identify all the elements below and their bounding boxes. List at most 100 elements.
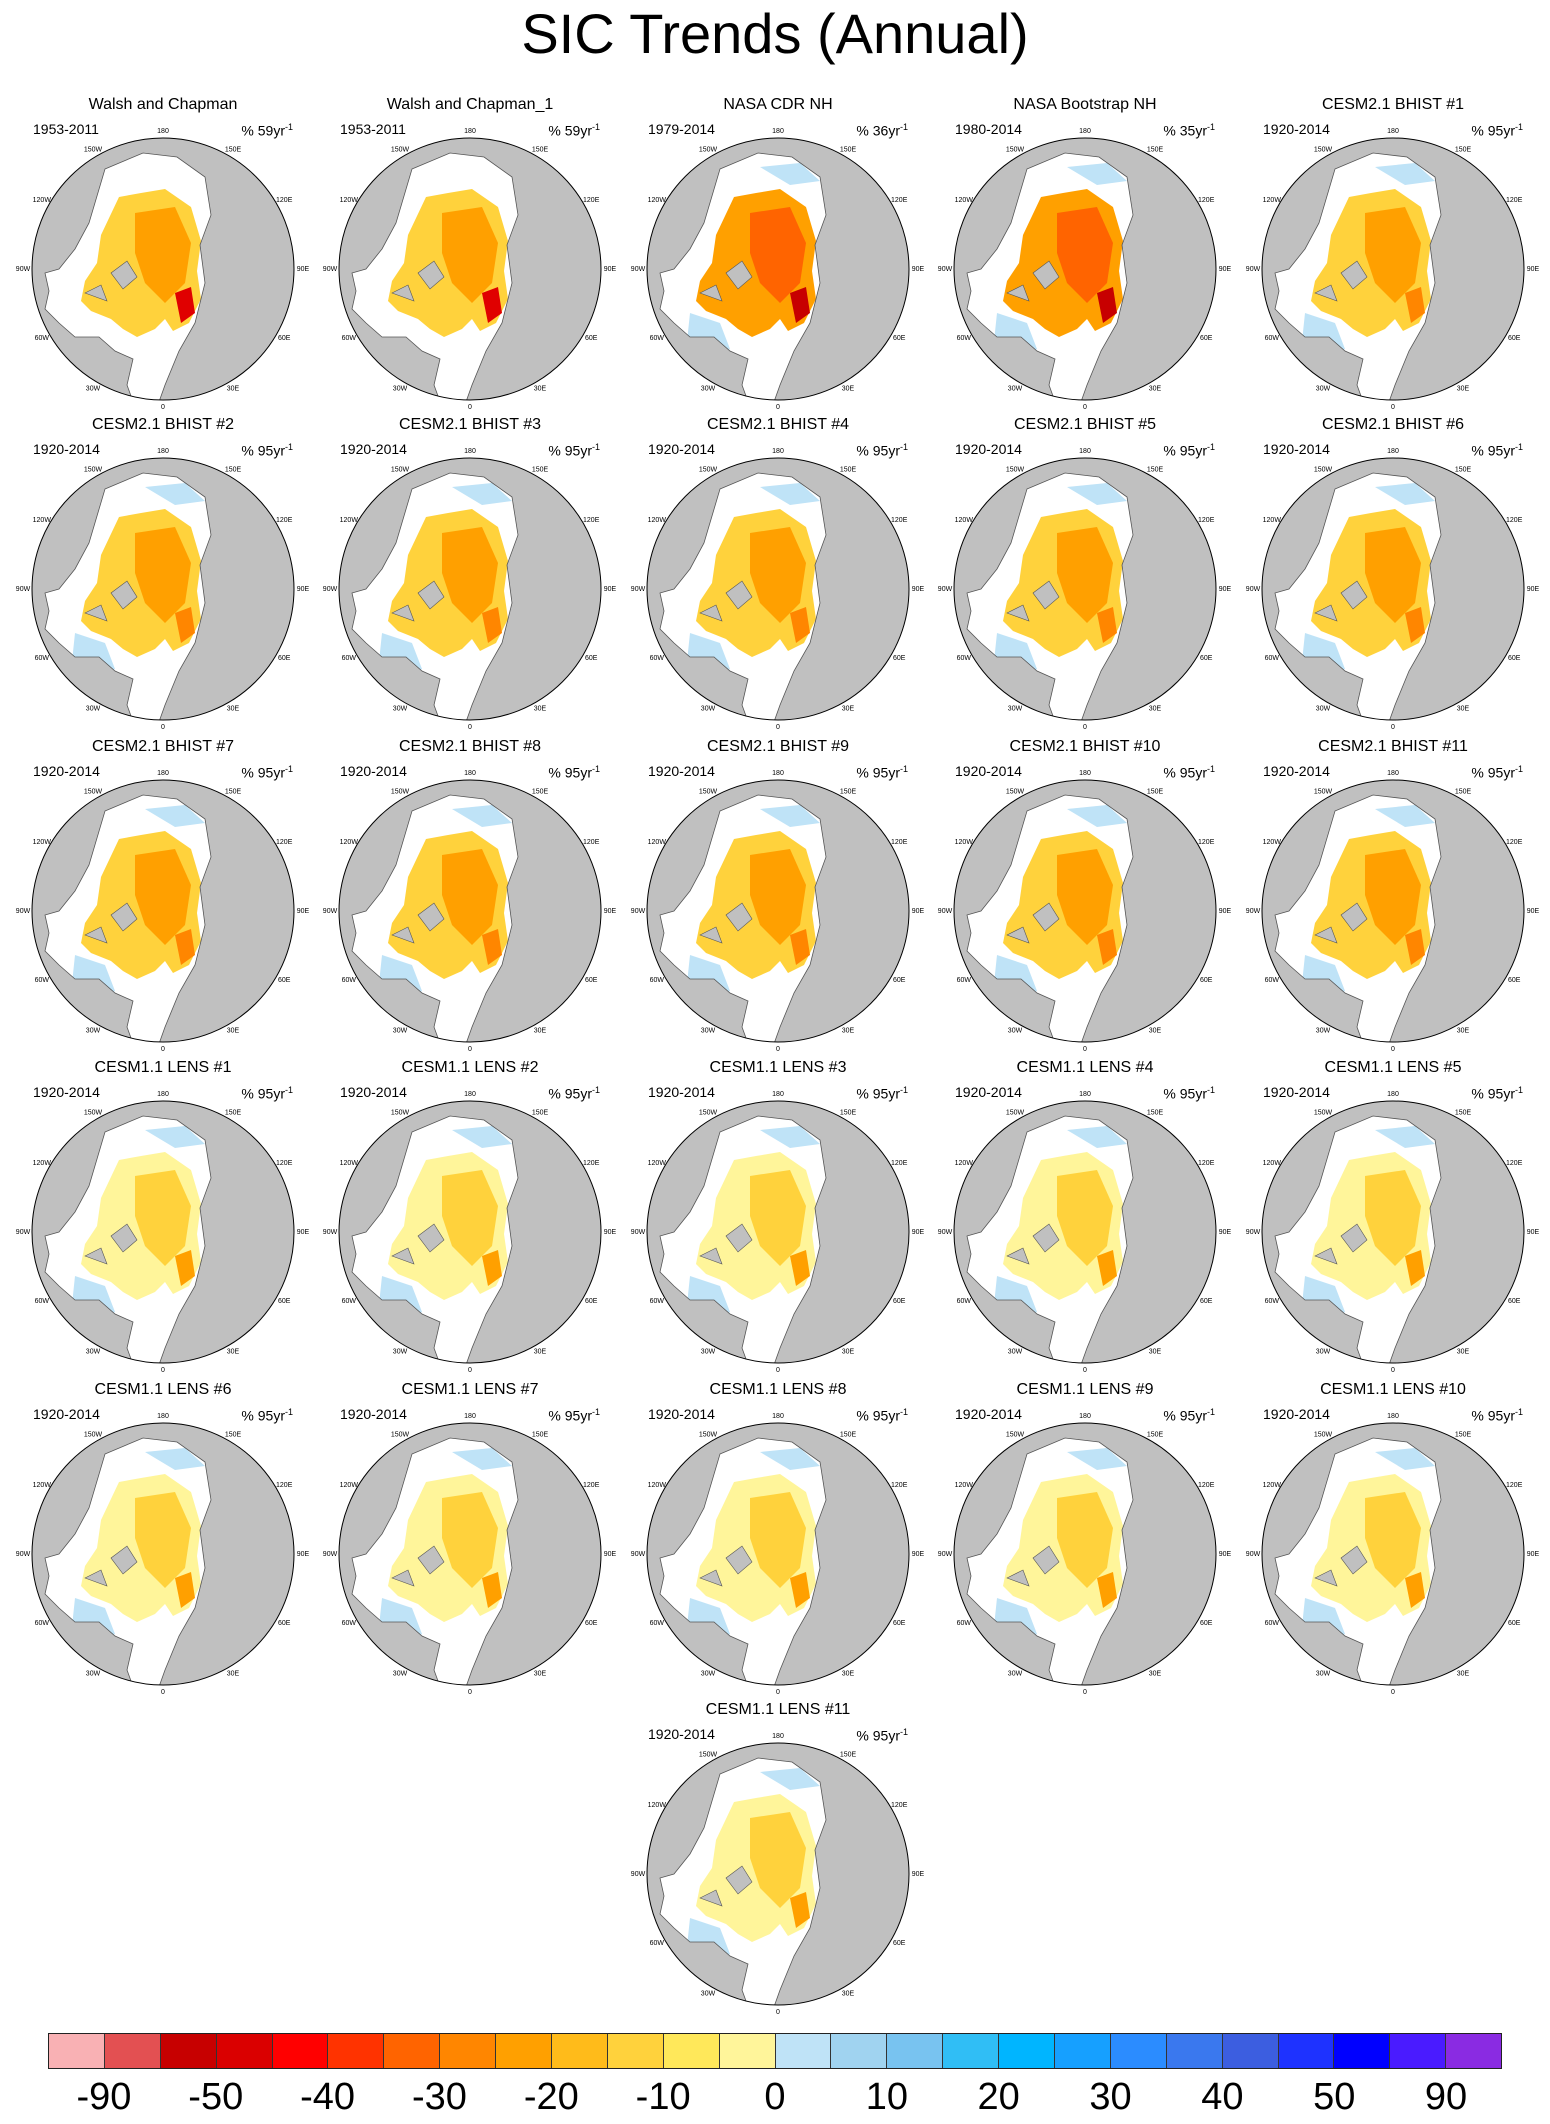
panel-years: 1920-2014	[340, 763, 407, 779]
longitude-label: 60E	[893, 1620, 906, 1627]
longitude-label: 0	[776, 2009, 780, 2016]
longitude-label: 60W	[1265, 1298, 1280, 1305]
longitude-label: 180	[1079, 128, 1091, 135]
panel-title: CESM1.1 LENS #9	[1016, 1381, 1154, 1398]
longitude-label: 90W	[323, 586, 338, 593]
longitude-label: 60E	[893, 977, 906, 984]
panel-title: CESM1.1 LENS #11	[705, 1701, 851, 1718]
colorbar-box	[272, 2034, 329, 2068]
map-panel: CESM2.1 BHIST #5 1920-2014 % 95yr-1 180 150E…	[937, 415, 1233, 731]
colorbar-label: 10	[865, 2076, 908, 2118]
panel-title: CESM1.1 LENS #5	[1324, 1059, 1462, 1076]
longitude-label: 60E	[585, 335, 598, 342]
colorbar-label: 20	[977, 2076, 1020, 2118]
land-mask	[1262, 138, 1524, 400]
longitude-label: 30E	[1457, 1671, 1470, 1678]
longitude-label: 120E	[1506, 1160, 1523, 1167]
longitude-label: 60W	[35, 655, 50, 662]
longitude-label: 90E	[912, 908, 925, 915]
longitude-label: 120E	[891, 1160, 908, 1167]
longitude-label: 180	[464, 448, 476, 455]
panel-years: 1979-2014	[648, 121, 715, 137]
polar-map: 180 150E 120E 90E 60E 30E 0 30W 60W 90W 120W 150W	[631, 1733, 925, 2016]
panel-title: CESM2.1 BHIST #7	[92, 738, 234, 755]
panel-years: 1920-2014	[1263, 441, 1330, 457]
panel-title: CESM2.1 BHIST #3	[399, 416, 541, 433]
land-mask	[339, 1101, 601, 1363]
longitude-label: 30E	[1457, 386, 1470, 393]
longitude-label: 30E	[842, 386, 855, 393]
panel-title: CESM2.1 BHIST #5	[1014, 416, 1156, 433]
longitude-label: 120E	[1198, 517, 1215, 524]
longitude-label: 120W	[1263, 517, 1282, 524]
longitude-label: 60E	[585, 977, 598, 984]
longitude-label: 150W	[1006, 467, 1025, 474]
panel-trend-units: % 95yr-1	[856, 1727, 908, 1744]
longitude-label: 150E	[532, 1110, 549, 1117]
panel-trend-units: % 95yr-1	[1471, 122, 1523, 139]
longitude-label: 120E	[583, 517, 600, 524]
longitude-label: 120W	[955, 197, 974, 204]
polar-map: 180 150E 120E 90E 60E 30E 0 30W 60W 90W 120W 150W	[16, 1413, 310, 1696]
longitude-label: 180	[1387, 1091, 1399, 1098]
map-panel: CESM1.1 LENS #4 1920-2014% 95yr-1 180 150E 1…	[937, 1058, 1233, 1374]
longitude-label: 180	[772, 448, 784, 455]
longitude-label: 60E	[893, 1298, 906, 1305]
panel-years: 1920-2014	[648, 1726, 715, 1742]
longitude-label: 30E	[534, 1349, 547, 1356]
longitude-label: 30E	[1457, 1028, 1470, 1035]
longitude-label: 180	[157, 448, 169, 455]
longitude-label: 0	[161, 1046, 165, 1053]
longitude-label: 120W	[955, 839, 974, 846]
longitude-label: 30E	[534, 706, 547, 713]
land-mask	[32, 1101, 294, 1363]
longitude-label: 150E	[1147, 1432, 1164, 1439]
panel-title: CESM2.1 BHIST #10	[1009, 738, 1161, 755]
longitude-label: 150E	[225, 1432, 242, 1439]
longitude-label: 120E	[276, 197, 293, 204]
panel-title: CESM2.1 BHIST #9	[707, 738, 849, 755]
panel-years: 1920-2014	[955, 763, 1022, 779]
longitude-label: 150W	[84, 1110, 103, 1117]
land-mask	[647, 1423, 909, 1685]
longitude-label: 60E	[278, 335, 291, 342]
panel-title: CESM2.1 BHIST #11	[1318, 738, 1468, 755]
longitude-label: 180	[464, 770, 476, 777]
longitude-label: 30W	[1316, 706, 1331, 713]
longitude-label: 30W	[1316, 1349, 1331, 1356]
panel-title: CESM2.1 BHIST #6	[1322, 416, 1464, 433]
longitude-label: 60E	[1200, 1298, 1213, 1305]
longitude-label: 90E	[297, 266, 310, 273]
longitude-label: 120E	[1506, 197, 1523, 204]
colorbar-box	[1055, 2034, 1111, 2068]
land-mask	[954, 138, 1216, 400]
longitude-label: 30E	[1149, 706, 1162, 713]
longitude-label: 30E	[534, 1028, 547, 1035]
map-panel: CESM2.1 BHIST #7 1920-2014 % 95yr-1 180 150E…	[15, 737, 311, 1053]
panel-years: 1920-2014	[648, 1406, 715, 1422]
colorbar-box	[1390, 2034, 1447, 2068]
map-panel: CESM2.1 BHIST #8 1920-2014 % 95yr-1 180 150E…	[322, 737, 618, 1053]
longitude-label: 30W	[701, 706, 716, 713]
panel-trend-units: % 36yr-1	[856, 122, 908, 139]
longitude-label: 90W	[631, 586, 646, 593]
longitude-label: 150E	[1455, 1432, 1472, 1439]
panel-years: 1920-2014	[955, 1084, 1022, 1100]
panel-title: Walsh and Chapman_1	[386, 96, 554, 113]
panel-years: 1953-2011	[33, 121, 99, 137]
longitude-label: 120W	[1263, 839, 1282, 846]
colorbar-box	[104, 2034, 161, 2068]
colorbar-box	[887, 2034, 944, 2068]
colorbar-box	[1110, 2034, 1167, 2068]
longitude-label: 150E	[1147, 467, 1164, 474]
colorbar-label: 40	[1201, 2076, 1244, 2118]
longitude-label: 120E	[1506, 839, 1523, 846]
panel-trend-units: % 95yr-1	[1471, 1085, 1523, 1102]
longitude-label: 60W	[957, 335, 972, 342]
map-panel: CESM2.1 BHIST #3 1920-2014 % 95yr-1 180 150E…	[322, 415, 618, 731]
longitude-label: 60E	[1200, 655, 1213, 662]
panel-years: 1920-2014	[648, 441, 715, 457]
longitude-label: 60W	[650, 1298, 665, 1305]
longitude-label: 120W	[340, 1482, 359, 1489]
longitude-label: 60W	[35, 977, 50, 984]
